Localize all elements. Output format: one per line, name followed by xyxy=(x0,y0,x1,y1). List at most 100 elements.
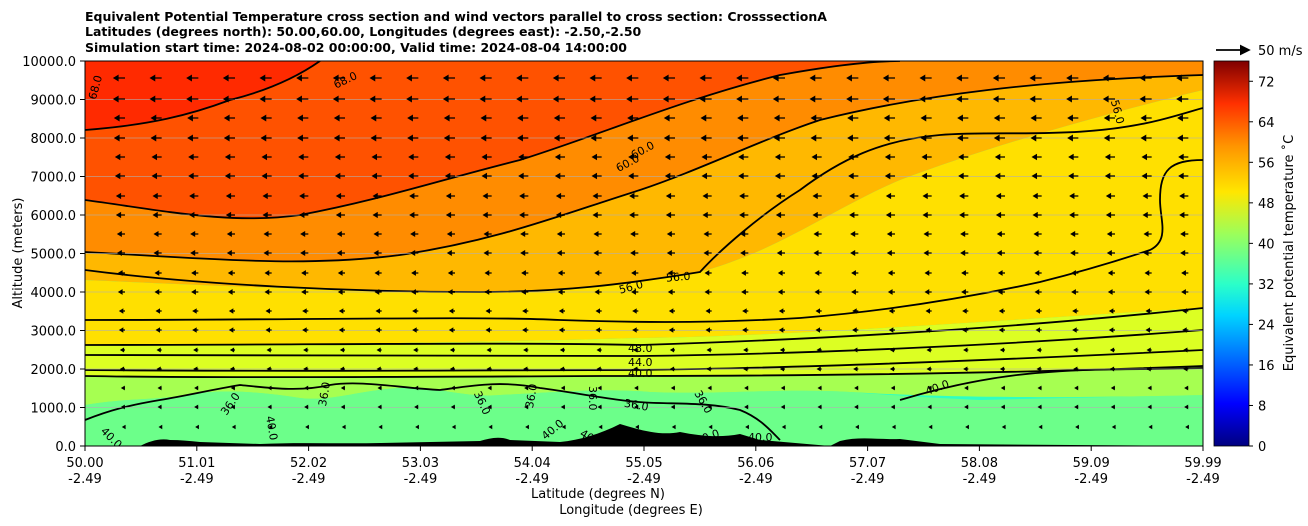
wind-vector-arrow xyxy=(305,424,309,430)
wind-vector-arrow xyxy=(1034,289,1042,295)
wind-vector-arrow xyxy=(522,308,529,314)
wind-vector-arrow xyxy=(377,385,382,391)
wind-vector-arrow xyxy=(708,424,713,430)
wind-vector-arrow xyxy=(1106,249,1115,257)
wind-vector-arrow xyxy=(152,211,162,219)
wind-vector-arrow xyxy=(485,327,492,333)
wind-vector-arrow xyxy=(628,172,639,180)
wind-vector-arrow xyxy=(1030,114,1042,122)
wind-vector-arrow xyxy=(852,327,859,333)
wind-vector-arrow xyxy=(704,289,712,295)
x-tick-label-longitude: -2.49 xyxy=(739,472,773,487)
wind-vector-arrow xyxy=(369,74,382,82)
wind-vector-arrow xyxy=(700,134,712,142)
x-tick-label-longitude: -2.49 xyxy=(627,472,661,487)
wind-vector-arrow xyxy=(554,172,565,180)
wind-vector-arrow xyxy=(699,74,712,82)
x-tick-label-longitude: -2.49 xyxy=(404,472,438,487)
theta-band-40 xyxy=(85,387,1203,446)
wind-vector-arrow xyxy=(519,211,529,219)
wind-vector-arrow xyxy=(924,289,932,295)
wind-vector-arrow xyxy=(633,347,639,353)
x-tick-label-latitude: 59.09 xyxy=(1073,456,1110,471)
wind-vector-arrow xyxy=(112,95,125,103)
wind-vector-arrow xyxy=(999,347,1005,353)
wind-vector-arrow xyxy=(1184,385,1189,391)
wind-vector-arrow xyxy=(1180,230,1189,238)
wind-vector-arrow xyxy=(299,211,309,219)
wind-vector-arrow xyxy=(113,114,125,122)
wind-vector-arrow xyxy=(816,347,822,353)
wind-vector-arrow xyxy=(594,289,602,295)
y-tick-label: 2000.0 xyxy=(31,363,77,378)
wind-vector-arrow xyxy=(415,424,419,430)
wind-vector-arrow xyxy=(375,308,382,314)
wind-vector-arrow xyxy=(302,327,309,333)
wind-vector-arrow xyxy=(993,134,1005,142)
wind-vector-arrow xyxy=(337,270,345,276)
colorbar-tick-label: 48 xyxy=(1258,197,1275,212)
wind-vector-arrow xyxy=(336,230,345,238)
wind-vector-arrow xyxy=(262,192,272,200)
wind-vector-arrow xyxy=(1147,404,1152,410)
wind-vector-arrow xyxy=(481,153,492,161)
x-axis: 50.00-2.4951.01-2.4952.02-2.4953.03-2.49… xyxy=(66,446,1222,518)
wind-vector-arrow xyxy=(412,327,419,333)
y-tick-label: 5000.0 xyxy=(31,248,77,263)
wind-vector-arrow xyxy=(740,230,749,238)
plot-area: 68.0 68.0 60.0 60.0 56.0 56.0 56.0 48.0 … xyxy=(85,61,1203,446)
wind-vector-arrow xyxy=(706,347,712,353)
wind-vector-arrow xyxy=(482,211,492,219)
contour-56b xyxy=(85,159,1203,323)
wind-vector-arrow xyxy=(993,114,1005,122)
wind-vector-arrow xyxy=(994,172,1005,180)
wind-vector-arrow xyxy=(1146,366,1152,372)
wind-vector-arrow xyxy=(1035,327,1042,333)
wind-vector-arrow xyxy=(487,385,492,391)
wind-vector-arrow xyxy=(1181,289,1189,295)
wind-vector-arrow xyxy=(738,172,749,180)
wind-vector-arrow xyxy=(1030,134,1042,142)
wind-vector-arrow xyxy=(116,249,125,257)
wind-vector-arrow xyxy=(296,74,309,82)
wind-vector-arrow xyxy=(1111,424,1116,430)
wind-vector-arrow xyxy=(1143,230,1152,238)
wind-vector-arrow xyxy=(883,114,895,122)
wind-vector-arrow xyxy=(298,172,309,180)
wind-vector-arrow xyxy=(705,308,712,314)
wind-vector-arrow xyxy=(481,172,492,180)
wind-vector-arrow xyxy=(1073,347,1079,353)
x-tick-label-latitude: 58.08 xyxy=(961,456,998,471)
wind-vector-arrow xyxy=(447,289,455,295)
wind-vector-arrow xyxy=(373,230,382,238)
wind-vector-arrow xyxy=(302,308,309,314)
wind-vector-arrow xyxy=(1038,424,1043,430)
wind-vector-arrow xyxy=(260,114,272,122)
wind-vector-arrow xyxy=(1140,134,1152,142)
wind-vector-arrow xyxy=(777,270,785,276)
wind-vector-arrow xyxy=(262,211,272,219)
wind-vector-arrow xyxy=(450,404,455,410)
wind-vector-arrow xyxy=(1141,172,1152,180)
theta-band-60 xyxy=(85,61,1203,262)
wind-vector-arrow xyxy=(850,230,859,238)
wind-vector-arrow xyxy=(775,192,785,200)
wind-vector-arrow xyxy=(1142,211,1152,219)
wind-vector-arrow xyxy=(225,211,235,219)
wind-vector-arrow xyxy=(303,366,309,372)
wind-vector-arrow xyxy=(408,172,419,180)
wind-vector-arrow xyxy=(736,95,749,103)
wind-vector-arrow xyxy=(890,385,895,391)
contour-label: 44.0 xyxy=(628,356,653,369)
wind-vector-arrow xyxy=(443,114,455,122)
wind-vector-arrow xyxy=(737,134,749,142)
wind-vector-arrow xyxy=(267,404,272,410)
x-tick-label-longitude: -2.49 xyxy=(963,472,997,487)
wind-vector-arrow xyxy=(304,404,309,410)
wind-vector-arrow xyxy=(444,172,455,180)
wind-vector-arrow xyxy=(629,211,639,219)
wind-vector-arrow xyxy=(963,347,969,353)
wind-vector-arrow xyxy=(115,211,125,219)
wind-vector-arrow xyxy=(157,385,162,391)
wind-vector-arrow xyxy=(630,249,639,257)
